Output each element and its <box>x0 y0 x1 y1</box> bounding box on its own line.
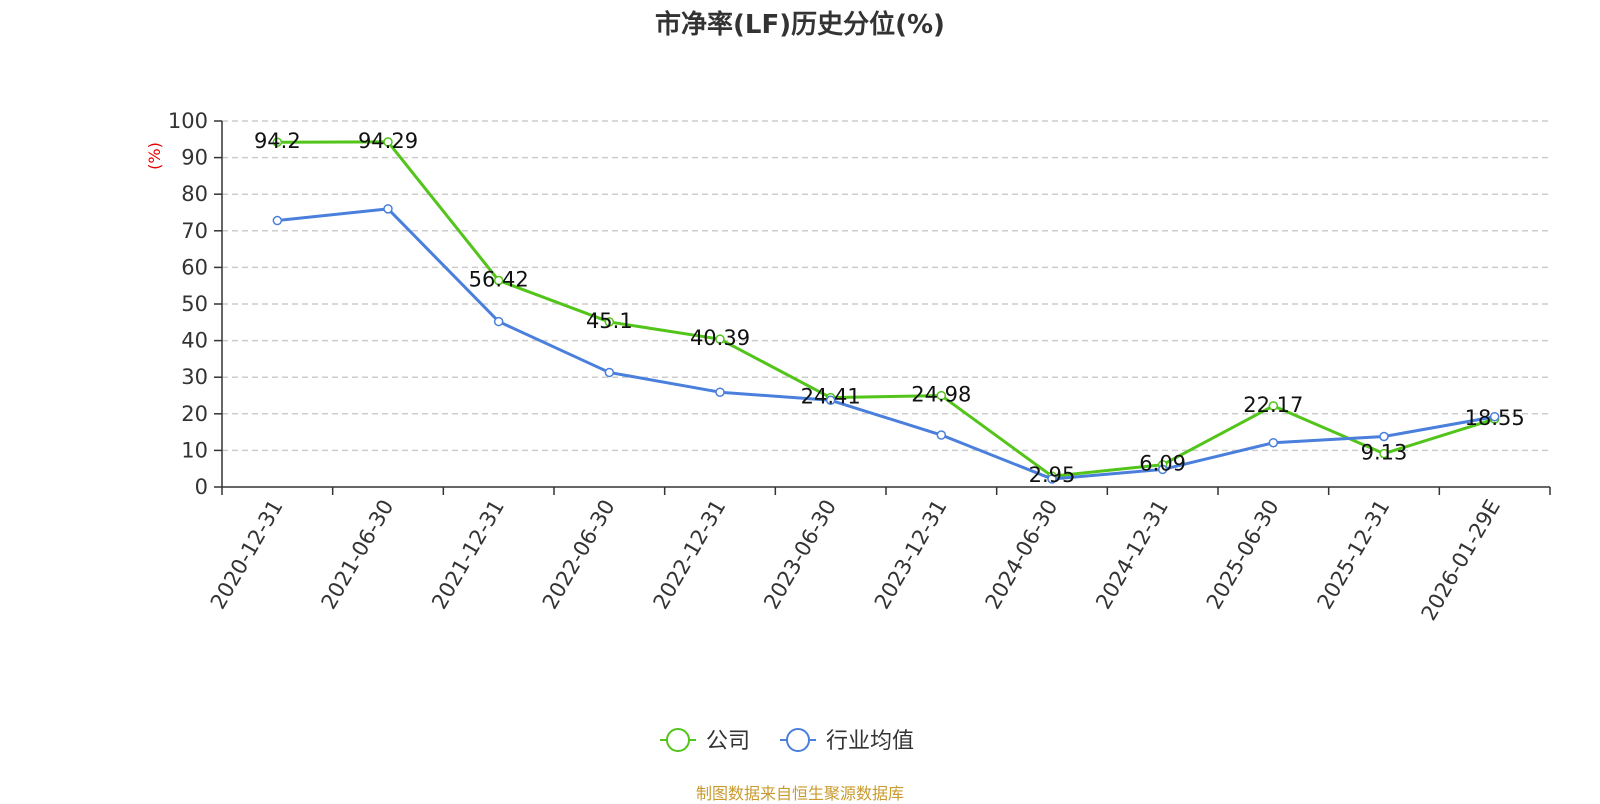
x-tick-label: 2022-12-31 <box>649 496 731 614</box>
x-tick-label: 2021-12-31 <box>427 496 509 614</box>
x-tick-label: 2024-12-31 <box>1091 496 1173 614</box>
y-tick-label: 0 <box>195 475 208 499</box>
series-line <box>277 140 1496 478</box>
data-point <box>936 390 947 401</box>
series-line <box>277 207 1495 481</box>
axes: 0 10 20 30 40 50 60 70 80 90 100 2020-12-31 2021-06-… <box>168 109 1551 625</box>
x-tick-label: 2020-12-31 <box>206 496 288 614</box>
data-point <box>1379 448 1389 459</box>
x-tick-label: 2023-12-31 <box>870 496 952 614</box>
legend-label: 行业均值 <box>826 729 914 754</box>
data-point <box>272 215 283 226</box>
data-label: 45.1 <box>586 309 633 333</box>
data-labels: 94.2 94.29 56.42 45.1 40.39 24.41 24.98 2.95 6.0… <box>254 129 1525 487</box>
data-point <box>272 137 283 147</box>
data-label: 22.17 <box>1243 393 1303 417</box>
data-point <box>715 387 725 397</box>
series-lines <box>272 137 1500 484</box>
x-tick-label: 2021-06-30 <box>317 496 399 614</box>
data-point <box>825 395 836 406</box>
y-tick-label: 90 <box>181 146 208 170</box>
y-tick-label: 40 <box>181 329 208 353</box>
data-label: 9.13 <box>1361 441 1408 465</box>
x-tick-label: 2022-06-30 <box>538 496 620 614</box>
data-label: 94.2 <box>254 129 301 153</box>
legend-label: 公司 <box>706 729 750 754</box>
y-axis-label: (%) <box>145 142 164 170</box>
y-tick-label: 50 <box>181 292 208 316</box>
data-point <box>493 275 504 286</box>
y-tick-label: 30 <box>181 365 208 389</box>
data-point <box>1268 401 1279 411</box>
y-tick-label: 70 <box>181 219 208 243</box>
legend-marker <box>786 728 810 752</box>
legend-marker <box>666 728 690 752</box>
data-point <box>715 334 725 344</box>
data-label: 18.55 <box>1465 406 1525 430</box>
data-point <box>1379 431 1389 442</box>
y-tick-label: 10 <box>181 438 208 462</box>
data-point <box>1489 411 1500 422</box>
data-point <box>1157 464 1168 475</box>
data-point <box>604 317 615 327</box>
data-label: 6.09 <box>1139 452 1186 476</box>
x-tick-label: 2023-06-30 <box>759 496 841 614</box>
legend: 公司 行业均值 <box>660 728 914 754</box>
data-label: 40.39 <box>690 326 750 350</box>
x-tick-label: 2025-12-31 <box>1313 496 1395 614</box>
data-point <box>1268 437 1279 448</box>
x-tick-label: 2026-01-29E <box>1417 496 1505 625</box>
x-tick-label: 2025-06-30 <box>1202 496 1284 614</box>
y-tick-label: 60 <box>181 255 208 279</box>
data-label: 24.98 <box>911 383 971 407</box>
y-tick-label: 100 <box>168 109 208 133</box>
y-tick-label: 80 <box>181 182 208 206</box>
data-point <box>1047 474 1057 484</box>
source-note: 制图数据来自恒生聚源数据库 <box>695 784 904 803</box>
data-label: 2.95 <box>1029 463 1076 487</box>
x-tick-label: 2024-06-30 <box>981 496 1063 614</box>
data-label: 56.42 <box>469 268 529 292</box>
y-tick-label: 20 <box>181 402 208 426</box>
data-point <box>383 137 393 147</box>
data-point <box>604 367 615 378</box>
data-label: 94.29 <box>358 129 418 153</box>
data-point <box>493 316 504 327</box>
chart-title: 市净率(LF)历史分位(%) <box>655 10 945 40</box>
data-label: 24.41 <box>801 385 861 409</box>
data-point <box>936 430 947 440</box>
data-point <box>383 204 393 214</box>
grid-lines <box>222 120 1550 452</box>
